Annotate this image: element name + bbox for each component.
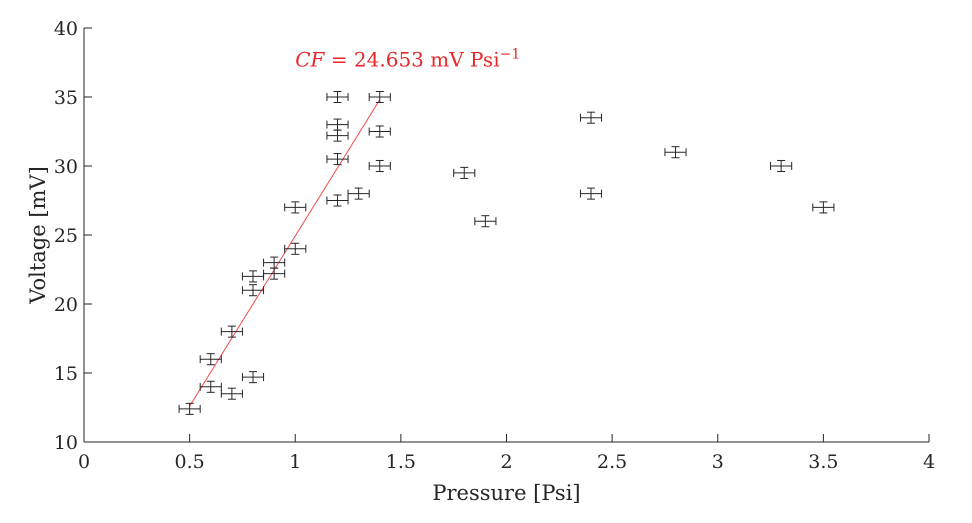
data-point	[220, 325, 243, 338]
data-point	[368, 90, 391, 104]
axes-layer	[83, 28, 929, 443]
y-tick-label: 20	[54, 294, 78, 316]
x-tick-label: 3	[712, 451, 724, 473]
data-point	[241, 371, 265, 384]
y-tick-label: 10	[54, 432, 78, 454]
data-point	[178, 402, 201, 415]
data-point	[347, 187, 370, 200]
data-point	[664, 146, 687, 159]
data-point	[770, 159, 793, 173]
data-point	[368, 159, 391, 173]
data-point	[579, 111, 603, 124]
y-tick-label: 40	[54, 18, 78, 40]
y-tick-label: 35	[54, 87, 78, 109]
data-point	[812, 201, 835, 214]
fit-line	[189, 99, 381, 407]
data-point	[368, 125, 391, 138]
fit-annotation: CF = 24.653 mV Psi−1	[295, 47, 520, 72]
data-point	[241, 270, 265, 283]
data-point	[220, 387, 243, 400]
data-point	[474, 215, 497, 228]
data-point	[326, 153, 349, 166]
x-tick-label: 2	[500, 451, 512, 473]
data-point	[579, 187, 603, 200]
data-point	[453, 166, 476, 179]
data-point	[326, 129, 349, 142]
data-points-layer	[178, 90, 835, 415]
data-point	[284, 201, 307, 214]
y-ticks: 10 15 20 25 30 35 40	[54, 18, 92, 454]
x-tick-label: 0	[78, 451, 90, 473]
x-tick-label: 3.5	[808, 451, 838, 473]
fit-layer	[189, 99, 381, 407]
fit-annotation-symbol: CF	[295, 48, 325, 72]
data-point	[326, 118, 349, 131]
x-tick-label: 2.5	[597, 451, 627, 473]
x-tick-label: 4	[923, 451, 935, 473]
y-tick-label: 25	[54, 225, 78, 247]
data-point	[284, 242, 307, 255]
data-point	[263, 267, 286, 280]
data-point	[241, 284, 265, 297]
data-point	[326, 194, 349, 207]
fit-annotation-value: = 24.653 mV Psi	[324, 48, 499, 72]
data-point	[199, 380, 222, 393]
y-tick-label: 15	[54, 363, 78, 385]
y-axis-label: Voltage [mV]	[26, 166, 50, 305]
fit-annotation-exponent: −1	[500, 47, 521, 63]
y-tick-label: 30	[54, 156, 78, 178]
x-ticks: 0 0.5 1 1.5 2 2.5 3 3.5 4	[78, 434, 935, 473]
data-point	[199, 353, 222, 366]
x-tick-label: 1	[289, 451, 301, 473]
x-axis-label: Pressure [Psi]	[432, 481, 580, 505]
data-point	[263, 256, 286, 269]
x-tick-label: 0.5	[175, 451, 205, 473]
x-tick-label: 1.5	[386, 451, 416, 473]
data-point	[326, 90, 349, 104]
